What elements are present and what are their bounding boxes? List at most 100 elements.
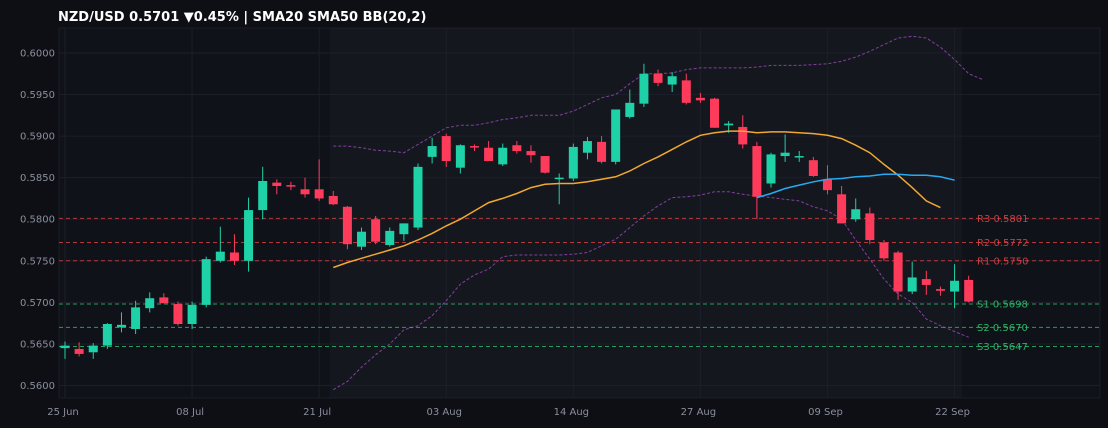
candle-body-up (766, 154, 776, 184)
candle-body-up (88, 345, 98, 353)
candle-body-down (512, 145, 522, 152)
level-label-r2: R2 0.5772 (977, 238, 1028, 249)
x-tick-label: 21 Jul (303, 407, 331, 418)
candle-body-up (427, 146, 437, 157)
candle-body-up (145, 298, 155, 309)
candle-body-up (724, 123, 734, 126)
level-label-r3: R3 0.5801 (977, 214, 1028, 225)
level-label-s2: S2 0.5670 (977, 323, 1028, 334)
candle-body-down (597, 141, 607, 162)
candle-body-down (808, 160, 818, 176)
candle-body-down (695, 97, 705, 101)
level-labels: R3 0.5801 R2 0.5772 R1 0.5750 S1 0.5698 S2 0… (977, 214, 1028, 353)
level-label-s1: S1 0.5698 (977, 300, 1028, 311)
candle-body-up (455, 145, 465, 168)
candle-body-up (625, 102, 635, 117)
y-tick-label: 0.5600 (20, 381, 55, 392)
x-tick-label: 14 Aug (554, 407, 589, 418)
candles (60, 63, 974, 359)
candle-body-down (879, 242, 889, 259)
candle-body-down (526, 151, 536, 156)
y-tick-label: 0.5700 (20, 298, 55, 309)
candle-body-up (187, 304, 197, 324)
y-tick-label: 0.5950 (20, 90, 55, 101)
grid (59, 28, 1100, 398)
x-tick-label: 22 Sep (935, 407, 970, 418)
candle-body-down (314, 189, 324, 199)
candle-body-up (498, 147, 508, 165)
candle-body-up (568, 146, 578, 179)
candle-body-up (950, 280, 960, 292)
candle-body-down (371, 219, 381, 242)
support-resistance-levels (59, 217, 1100, 347)
y-tick-label: 0.5750 (20, 256, 55, 267)
y-tick-label: 0.6000 (20, 48, 55, 59)
y-tick-label: 0.5850 (20, 173, 55, 184)
candle-body-down (484, 147, 494, 162)
candle-body-down (173, 304, 183, 324)
candle-body-up (554, 177, 564, 180)
candle-body-down (752, 146, 762, 197)
x-axis-ticks: 25 Jun 08 Jul 21 Jul 03 Aug 14 Aug 27 Aug 09 S… (47, 407, 970, 418)
y-tick-label: 0.5900 (20, 132, 55, 143)
candle-body-up (907, 277, 917, 292)
plot-area (58, 27, 1101, 399)
candle-body-down (540, 156, 550, 173)
candle-body-up (102, 324, 112, 346)
candle-body-up (116, 324, 126, 328)
chart-title: NZD/USD 0.5701 ▼0.45% | SMA20 SMA50 BB(2… (58, 10, 426, 25)
candle-body-up (258, 180, 268, 211)
x-tick-label: 09 Sep (808, 407, 843, 418)
candle-body-up (60, 345, 70, 349)
candle-body-down (342, 206, 352, 245)
candle-body-up (131, 307, 141, 329)
candle-body-up (215, 251, 225, 261)
candle-body-down (74, 348, 84, 354)
candle-body-down (935, 289, 945, 291)
candle-body-down (653, 73, 663, 83)
candle-body-down (893, 252, 903, 292)
candle-body-down (229, 252, 239, 261)
candle-body-down (837, 194, 847, 224)
x-tick-label: 27 Aug (681, 407, 716, 418)
bollinger-bands (333, 35, 983, 391)
candle-body-down (300, 189, 310, 195)
candle-body-down (921, 279, 931, 285)
x-tick-label: 08 Jul (176, 407, 204, 418)
moving-averages (333, 130, 955, 269)
candle-body-up (851, 209, 861, 220)
candle-body-down (441, 136, 451, 162)
bb-lower-line (333, 191, 969, 391)
y-axis-ticks: 0.5600 0.5650 0.5700 0.5750 0.5800 0.5850 0.59… (20, 48, 55, 392)
candle-body-down (328, 195, 338, 205)
candle-body-up (794, 156, 804, 158)
candle-body-up (413, 166, 423, 228)
candle-body-up (582, 141, 592, 153)
candle-body-up (201, 259, 211, 305)
candle-body-down (159, 297, 169, 304)
candle-body-down (710, 98, 720, 128)
candle-body-up (667, 76, 677, 85)
candle-body-down (286, 185, 296, 187)
candle-body-down (681, 80, 691, 103)
candle-body-up (244, 210, 254, 261)
candle-body-down (272, 182, 282, 186)
candle-body-down (469, 146, 479, 148)
sma50-line (756, 173, 955, 199)
candle-body-down (738, 126, 748, 145)
y-tick-label: 0.5650 (20, 339, 55, 350)
candle-body-up (780, 152, 790, 157)
candle-body-down (865, 213, 875, 241)
candle-body-up (357, 231, 367, 247)
sma20-line (333, 130, 941, 269)
y-tick-label: 0.5800 (20, 215, 55, 226)
x-tick-label: 03 Aug (427, 407, 462, 418)
candle-body-up (611, 109, 621, 162)
x-tick-label: 25 Jun (47, 407, 79, 418)
candle-body-up (399, 223, 409, 235)
level-label-s3: S3 0.5647 (977, 342, 1028, 353)
candle-body-up (639, 73, 649, 104)
level-label-r1: R1 0.5750 (977, 256, 1028, 267)
candle-body-down (964, 279, 974, 302)
